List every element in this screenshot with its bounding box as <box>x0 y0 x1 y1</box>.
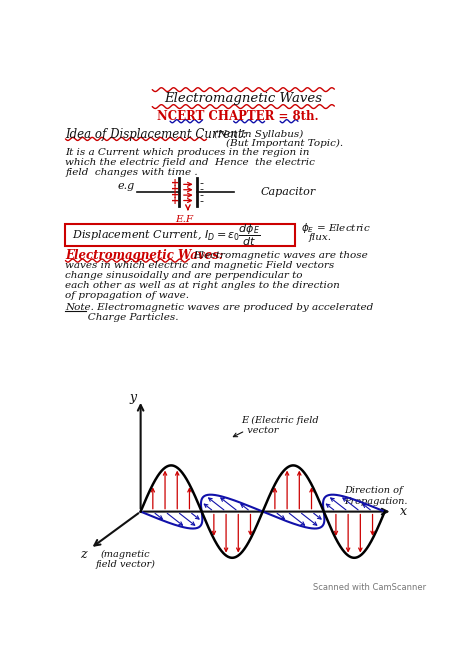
Text: +: + <box>171 184 179 194</box>
Text: -: - <box>200 184 204 194</box>
Text: (But Important Topic).: (But Important Topic). <box>226 139 343 148</box>
Text: field  changes with time .: field changes with time . <box>65 168 198 178</box>
Text: Direction of
Propagation.: Direction of Propagation. <box>345 486 408 506</box>
Text: y: y <box>129 391 137 404</box>
Text: Idea of Displacement Current:: Idea of Displacement Current: <box>65 128 247 141</box>
Text: flux.: flux. <box>309 233 332 242</box>
Text: Capacitor: Capacitor <box>261 187 316 197</box>
Text: which the electric field and  Hence  the electric: which the electric field and Hence the e… <box>65 158 315 168</box>
Text: E.F: E.F <box>175 215 193 224</box>
Text: +: + <box>171 190 179 200</box>
Text: -: - <box>200 178 204 188</box>
Text: -: - <box>200 196 204 206</box>
Text: Charge Particles.: Charge Particles. <box>65 313 179 322</box>
Text: Electromagnetic Waves:: Electromagnetic Waves: <box>65 249 224 263</box>
Text: z: z <box>80 548 87 561</box>
Text: of propagation of wave.: of propagation of wave. <box>65 291 190 301</box>
Text: $\phi_E$ = Electric: $\phi_E$ = Electric <box>301 221 371 235</box>
Text: +: + <box>171 196 179 206</box>
Text: x: x <box>400 505 407 518</box>
Text: E (Electric field
  vector: E (Electric field vector <box>241 415 319 435</box>
Text: NCERT CHAPTER = 8th.: NCERT CHAPTER = 8th. <box>157 110 319 123</box>
Text: -: - <box>200 190 204 200</box>
Text: waves in which electric and magnetic Field vectors: waves in which electric and magnetic Fie… <box>65 261 335 271</box>
Text: Electromagnetic Waves: Electromagnetic Waves <box>164 92 322 105</box>
FancyBboxPatch shape <box>64 224 295 246</box>
Text: change sinusoidally and are perpendicular to: change sinusoidally and are perpendicula… <box>65 271 303 281</box>
Text: (magnetic
field vector): (magnetic field vector) <box>95 549 155 570</box>
Text: +: + <box>171 178 179 188</box>
Text: Displacement Current, $I_D = \varepsilon_0\dfrac{d\phi_E}{dt}$: Displacement Current, $I_D = \varepsilon… <box>72 222 260 248</box>
Text: e.g: e.g <box>118 181 135 191</box>
Text: (Not In Syllabus): (Not In Syllabus) <box>214 130 303 139</box>
Text: each other as well as at right angles to the direction: each other as well as at right angles to… <box>65 281 340 291</box>
Text: Note. Electromagnetic waves are produced by accelerated: Note. Electromagnetic waves are produced… <box>65 303 374 312</box>
Text: Scanned with CamScanner: Scanned with CamScanner <box>313 582 426 592</box>
Text: Electromagnetic waves are those: Electromagnetic waves are those <box>193 251 368 261</box>
Text: It is a Current which produces in the region in: It is a Current which produces in the re… <box>65 148 310 157</box>
